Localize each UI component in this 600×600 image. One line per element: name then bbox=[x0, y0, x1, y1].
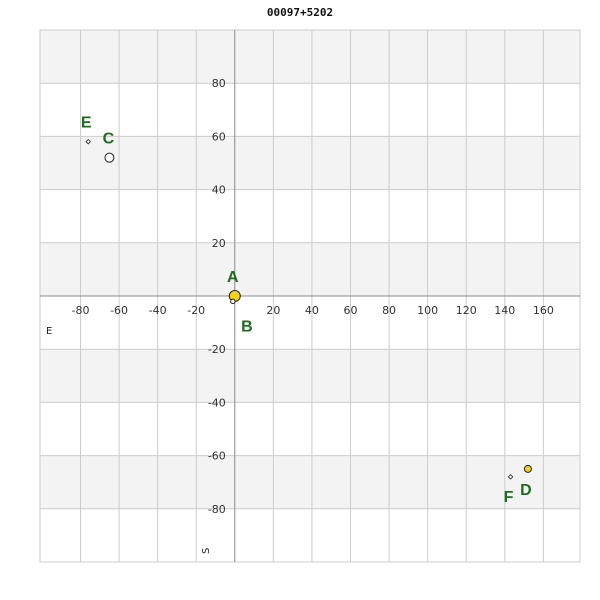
point-marker-c bbox=[104, 152, 115, 163]
y-tick-label: 80 bbox=[212, 77, 226, 90]
y-tick-label: 20 bbox=[212, 237, 226, 250]
point-marker-f bbox=[507, 474, 514, 480]
point-marker-b bbox=[230, 298, 236, 305]
grid-band bbox=[40, 349, 580, 403]
point-marker-d bbox=[523, 464, 532, 473]
point-label-c: C bbox=[103, 131, 115, 148]
y-tick-label: -60 bbox=[208, 450, 226, 463]
y-tick-label: -80 bbox=[208, 503, 226, 516]
y-tick-label: 60 bbox=[212, 130, 226, 143]
x-tick-label: 80 bbox=[382, 304, 396, 317]
data-points: A B C D E F bbox=[81, 115, 532, 506]
point-label-f: F bbox=[504, 489, 514, 506]
point-label-e: E bbox=[81, 115, 92, 132]
x-tick-label: 160 bbox=[533, 304, 554, 317]
x-tick-label: 20 bbox=[266, 304, 280, 317]
tick-labels: -80 -60 -40 -20 20 40 60 80 100 120 140 160 80 60 40 20… bbox=[72, 77, 554, 516]
y-tick-label: -20 bbox=[208, 343, 226, 356]
chart-title: 00097+5202 bbox=[266, 6, 334, 19]
y-tick-label: 40 bbox=[212, 184, 226, 197]
point-marker-e bbox=[85, 138, 91, 145]
x-tick-label: -40 bbox=[149, 304, 167, 317]
y-tick-label: -40 bbox=[208, 396, 226, 409]
y-axis-label: S bbox=[201, 548, 212, 554]
grid-band bbox=[40, 455, 580, 509]
grid-band bbox=[40, 136, 580, 190]
x-tick-label: 40 bbox=[305, 304, 319, 317]
point-label-b: B bbox=[241, 318, 253, 335]
x-axis-label: E bbox=[46, 326, 52, 337]
point-label-a: A bbox=[227, 269, 239, 286]
point-label-d: D bbox=[520, 482, 532, 499]
x-tick-label: 100 bbox=[417, 304, 438, 317]
x-tick-label: 60 bbox=[344, 304, 358, 317]
grid-band bbox=[40, 30, 580, 84]
x-tick-label: -20 bbox=[187, 304, 205, 317]
x-tick-label: 140 bbox=[494, 304, 515, 317]
x-tick-label: 120 bbox=[456, 304, 477, 317]
grid-band bbox=[40, 242, 580, 296]
x-tick-label: -60 bbox=[110, 304, 128, 317]
x-tick-label: -80 bbox=[72, 304, 90, 317]
plot-bands bbox=[40, 30, 580, 509]
